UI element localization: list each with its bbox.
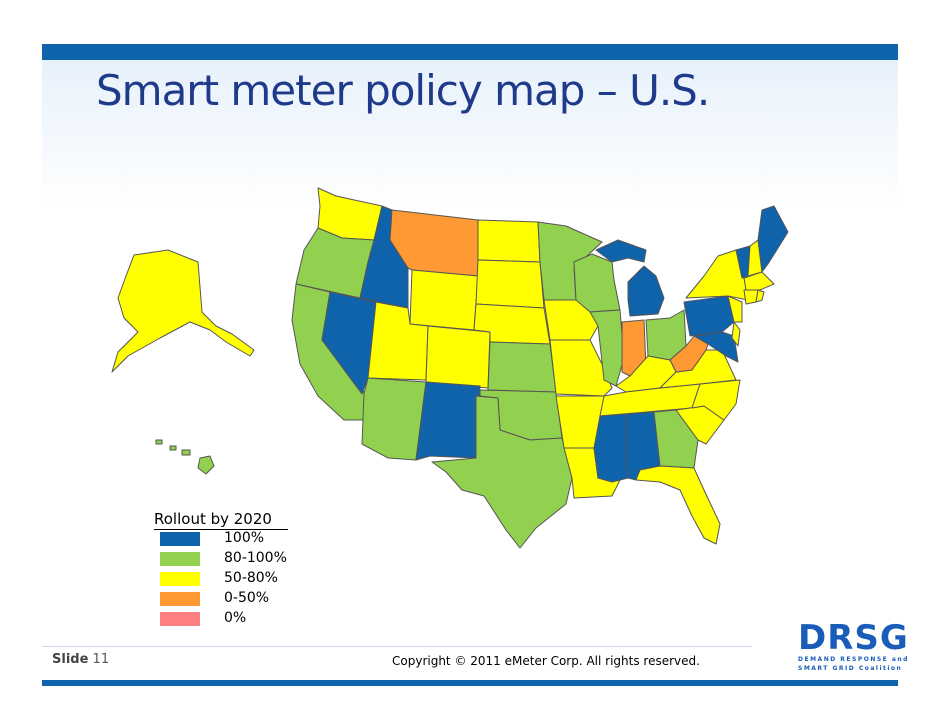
state-MS xyxy=(593,413,629,483)
legend-swatch xyxy=(160,552,200,566)
drsg-logo: DRSG DEMAND RESPONSE and SMART GRID Coal… xyxy=(798,618,908,676)
state-NJ xyxy=(727,295,743,323)
state-MO xyxy=(549,339,613,397)
legend-item-0: 0% xyxy=(160,610,320,628)
state-WI xyxy=(573,253,621,313)
legend-swatch xyxy=(160,592,200,606)
copyright-text: Copyright © 2011 eMeter Corp. All rights… xyxy=(392,654,700,668)
header-background xyxy=(42,60,898,210)
state-AK xyxy=(111,249,255,373)
slide-number: Slide 11 xyxy=(52,652,109,667)
state-AZ xyxy=(361,377,427,461)
legend-title-underline xyxy=(154,529,288,530)
state-NM xyxy=(415,381,481,461)
slide-title: Smart meter policy map – U.S. xyxy=(96,66,710,115)
legend-label: 50-80% xyxy=(224,570,278,586)
legend-item-0-50: 0-50% xyxy=(160,590,320,608)
state-HI xyxy=(197,455,215,475)
state-KS xyxy=(487,341,557,393)
legend-item-100: 100% xyxy=(160,530,320,548)
logo-word: DRSG xyxy=(798,618,909,658)
state-TX xyxy=(431,395,573,549)
legend-label: 80-100% xyxy=(224,550,287,566)
state-MA xyxy=(743,271,775,291)
state-MD xyxy=(693,331,739,363)
state-ND xyxy=(477,219,541,263)
footer-divider xyxy=(42,646,752,647)
logo-line2: SMART GRID Coalition xyxy=(798,665,903,672)
legend-swatch xyxy=(160,612,200,626)
state-WY xyxy=(409,269,479,331)
state-PA xyxy=(683,295,735,337)
legend-title: Rollout by 2020 xyxy=(154,510,272,528)
legend-label: 100% xyxy=(224,530,265,546)
legend-label: 0-50% xyxy=(224,590,270,606)
state-DE xyxy=(731,321,741,347)
footer-bar xyxy=(42,680,898,686)
legend-item-80-100: 80-100% xyxy=(160,550,320,568)
legend-item-50-80: 50-80% xyxy=(160,570,320,588)
state-ME xyxy=(757,205,789,273)
header-bar xyxy=(42,44,898,60)
state-FL xyxy=(635,465,721,545)
logo-line1: DEMAND RESPONSE and xyxy=(798,656,909,663)
legend-swatch xyxy=(160,572,200,586)
slide-number-value: 11 xyxy=(92,652,110,667)
state-RI xyxy=(755,289,765,303)
slide-label: Slide xyxy=(52,652,89,667)
state-MI xyxy=(595,239,665,317)
state-WV xyxy=(669,335,709,373)
state-NV xyxy=(321,291,377,395)
state-CO xyxy=(425,325,491,389)
legend-label: 0% xyxy=(224,610,247,626)
legend-swatch xyxy=(160,532,200,546)
state-GA xyxy=(653,409,699,469)
state-HI-islands xyxy=(155,439,191,456)
state-SD xyxy=(475,259,545,309)
